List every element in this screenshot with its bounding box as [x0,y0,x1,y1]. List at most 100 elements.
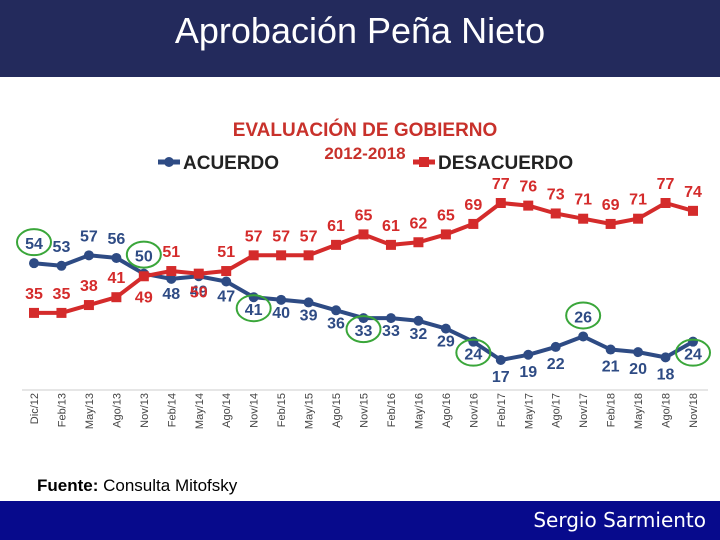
point-desacuerdo-14 [413,237,424,248]
x-tick-label-20: Nov/17 [578,393,590,428]
data-label-acuerdo-2: 57 [80,228,98,245]
data-label-desacuerdo-22: 71 [629,192,647,209]
point-desacuerdo-9 [276,250,287,261]
data-label-desacuerdo-23: 77 [657,176,675,193]
point-desacuerdo-1 [56,307,67,318]
point-acuerdo-23 [660,352,671,363]
point-desacuerdo-13 [385,239,396,250]
point-acuerdo-24 [688,336,698,347]
point-acuerdo-2 [83,250,94,261]
data-label-desacuerdo-24: 74 [684,184,702,201]
data-label-acuerdo-14: 32 [410,326,428,343]
x-tick-label-14: May/16 [413,393,425,429]
point-desacuerdo-12 [358,229,369,240]
point-acuerdo-1 [56,260,67,271]
data-label-acuerdo-9: 40 [272,305,290,322]
data-label-desacuerdo-6: 50 [190,285,208,302]
data-label-acuerdo-0: 54 [25,236,43,253]
point-desacuerdo-6 [193,268,204,279]
data-label-desacuerdo-16: 69 [464,197,482,214]
point-desacuerdo-8 [248,250,259,261]
x-tick-label-2: May/13 [84,393,96,429]
point-desacuerdo-19 [550,208,561,219]
point-acuerdo-22 [633,347,644,358]
x-tick-label-16: Nov/16 [468,393,480,428]
data-label-desacuerdo-13: 61 [382,218,400,235]
x-tick-label-10: May/15 [304,393,316,429]
point-acuerdo-5 [166,273,177,284]
point-acuerdo-20 [578,331,589,342]
point-desacuerdo-18 [523,200,534,211]
point-desacuerdo-22 [633,213,644,224]
data-label-desacuerdo-0: 35 [25,286,43,303]
point-acuerdo-11 [331,305,342,316]
point-acuerdo-8 [248,292,259,303]
data-label-acuerdo-3: 56 [107,231,125,248]
slide-title: Aprobación Peña Nieto [174,10,546,51]
data-label-acuerdo-17: 17 [492,369,510,386]
data-label-acuerdo-24: 24 [684,347,702,364]
point-acuerdo-9 [276,294,287,305]
highlight-ring-8 [235,294,272,323]
x-tick-label-22: May/18 [633,393,645,429]
point-desacuerdo-17 [495,198,506,208]
data-label-acuerdo-20: 26 [574,309,592,326]
point-desacuerdo-23 [660,198,671,208]
point-acuerdo-16 [468,336,479,347]
point-desacuerdo-2 [83,300,94,311]
data-label-desacuerdo-19: 73 [547,186,565,203]
x-tick-label-19: Ago/17 [551,393,563,428]
highlight-ring-20 [565,301,602,330]
point-desacuerdo-16 [468,218,479,229]
chart-title: EVALUACIÓN DE GOBIERNO [233,119,498,141]
data-label-desacuerdo-1: 35 [53,286,71,303]
data-label-desacuerdo-17: 77 [492,176,510,193]
x-tick-label-13: Feb/16 [386,393,398,427]
data-label-acuerdo-15: 29 [437,334,455,351]
legend-label-1: DESACUERDO [438,153,573,174]
data-label-acuerdo-1: 53 [53,239,71,256]
highlight-ring-4 [125,240,162,269]
data-label-acuerdo-10: 39 [300,307,318,324]
data-label-acuerdo-23: 18 [657,366,675,383]
data-label-desacuerdo-11: 61 [327,218,345,235]
data-label-acuerdo-8: 41 [245,302,263,319]
data-label-desacuerdo-20: 71 [574,192,592,209]
data-label-desacuerdo-8: 57 [245,228,263,245]
x-tick-label-12: Nov/15 [359,393,371,428]
legend-marker-1 [419,157,429,167]
data-label-desacuerdo-5: 51 [162,244,180,261]
x-tick-label-6: May/14 [194,393,206,429]
author-name: Sergio Sarmiento [533,508,706,532]
x-tick-label-1: Feb/13 [56,393,68,427]
data-label-desacuerdo-14: 62 [410,215,428,232]
point-acuerdo-18 [523,349,534,360]
data-label-desacuerdo-18: 76 [519,179,537,196]
point-desacuerdo-15 [440,229,451,240]
data-label-desacuerdo-10: 57 [300,228,318,245]
source-label: Fuente: [37,476,99,495]
point-desacuerdo-0 [29,307,39,318]
point-acuerdo-13 [385,313,396,324]
point-acuerdo-21 [605,344,616,355]
point-acuerdo-7 [221,276,232,287]
point-acuerdo-3 [111,252,122,263]
x-tick-label-24: Nov/18 [688,393,700,428]
x-tick-label-3: Ago/13 [111,393,123,428]
point-acuerdo-14 [413,315,424,326]
point-desacuerdo-3 [111,292,122,303]
point-acuerdo-19 [550,341,561,352]
data-label-desacuerdo-3: 41 [107,270,125,287]
data-label-desacuerdo-9: 57 [272,228,290,245]
source-value: Consulta Mitofsky [103,476,238,495]
footer-bar [0,501,720,540]
point-acuerdo-0 [29,258,39,269]
data-label-acuerdo-12: 33 [355,323,373,340]
x-tick-label-23: Ago/18 [661,393,673,428]
data-label-acuerdo-18: 19 [519,364,537,381]
data-label-desacuerdo-21: 69 [602,197,620,214]
point-acuerdo-17 [495,355,506,365]
data-label-desacuerdo-12: 65 [355,207,373,224]
series-lines: 54 53 57 56 50 48 49 47 41 40 39 36 33 33 32 29 24 17 19 22… [16,176,711,386]
chart-area: EVALUACIÓN DE GOBIERNO 2012-2018 ACUERDO… [0,77,720,477]
